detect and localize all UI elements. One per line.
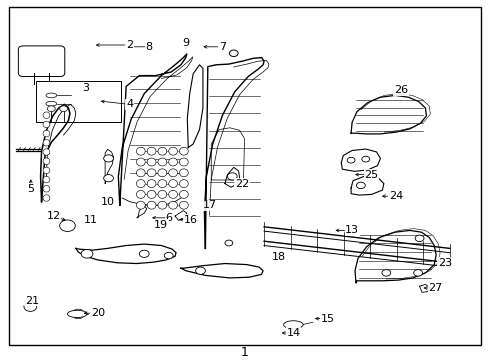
Circle shape [229, 50, 238, 57]
Circle shape [346, 157, 354, 163]
Circle shape [103, 175, 113, 182]
FancyBboxPatch shape [19, 46, 64, 77]
Ellipse shape [43, 195, 50, 201]
Text: 16: 16 [183, 215, 197, 225]
Text: 11: 11 [83, 215, 97, 225]
Circle shape [361, 156, 369, 162]
Circle shape [24, 302, 37, 311]
Ellipse shape [136, 158, 145, 166]
Ellipse shape [136, 169, 145, 177]
Text: 12: 12 [47, 211, 61, 221]
Ellipse shape [43, 158, 50, 165]
Circle shape [60, 106, 67, 112]
Circle shape [139, 250, 149, 257]
Text: 27: 27 [427, 283, 442, 293]
Ellipse shape [147, 147, 156, 155]
Ellipse shape [43, 185, 50, 192]
Text: 25: 25 [364, 170, 378, 180]
Circle shape [224, 240, 232, 246]
Ellipse shape [179, 180, 188, 188]
Ellipse shape [46, 102, 57, 106]
Ellipse shape [43, 121, 50, 128]
Ellipse shape [158, 169, 166, 177]
Ellipse shape [168, 180, 177, 188]
Ellipse shape [168, 201, 177, 209]
Ellipse shape [136, 180, 145, 188]
Ellipse shape [43, 167, 50, 174]
Ellipse shape [283, 321, 303, 329]
Text: 2: 2 [126, 40, 133, 50]
Ellipse shape [46, 93, 57, 98]
Circle shape [227, 173, 237, 180]
Text: 5: 5 [27, 184, 34, 194]
Ellipse shape [43, 149, 50, 155]
Text: 6: 6 [165, 213, 172, 223]
Text: 26: 26 [393, 85, 407, 95]
Ellipse shape [158, 147, 166, 155]
Ellipse shape [147, 158, 156, 166]
Text: 20: 20 [91, 308, 104, 318]
Circle shape [60, 220, 75, 231]
Circle shape [381, 270, 390, 276]
Ellipse shape [168, 147, 177, 155]
Text: 21: 21 [25, 296, 39, 306]
Text: 13: 13 [345, 225, 358, 235]
Circle shape [47, 106, 55, 112]
Ellipse shape [136, 201, 145, 209]
Ellipse shape [67, 310, 87, 318]
Text: 1: 1 [240, 346, 248, 359]
Ellipse shape [179, 169, 188, 177]
Ellipse shape [147, 180, 156, 188]
Ellipse shape [158, 201, 166, 209]
Ellipse shape [147, 169, 156, 177]
Ellipse shape [43, 140, 50, 146]
Ellipse shape [136, 147, 145, 155]
Ellipse shape [158, 180, 166, 188]
Text: 7: 7 [219, 42, 225, 52]
Text: 14: 14 [286, 328, 300, 338]
Text: 10: 10 [101, 197, 114, 207]
Bar [36, 81, 121, 122]
Circle shape [356, 182, 365, 189]
Circle shape [81, 249, 93, 258]
Ellipse shape [179, 190, 188, 198]
Ellipse shape [147, 201, 156, 209]
Ellipse shape [147, 190, 156, 198]
Text: 3: 3 [82, 83, 89, 93]
Circle shape [164, 252, 173, 259]
Text: 22: 22 [234, 179, 249, 189]
Circle shape [414, 235, 423, 242]
Ellipse shape [168, 169, 177, 177]
Text: 23: 23 [437, 258, 451, 268]
Text: 4: 4 [126, 99, 133, 109]
Text: 19: 19 [154, 220, 168, 230]
Ellipse shape [168, 190, 177, 198]
Circle shape [103, 155, 113, 162]
Text: 9: 9 [182, 38, 189, 48]
Text: 18: 18 [271, 252, 285, 262]
Ellipse shape [179, 158, 188, 166]
Text: 17: 17 [203, 200, 217, 210]
Text: 15: 15 [320, 314, 334, 324]
Ellipse shape [179, 201, 188, 209]
Circle shape [413, 270, 422, 276]
Text: 8: 8 [145, 42, 152, 52]
Ellipse shape [136, 190, 145, 198]
Ellipse shape [158, 190, 166, 198]
Text: 24: 24 [388, 191, 403, 201]
Circle shape [195, 267, 205, 274]
Ellipse shape [168, 158, 177, 166]
Ellipse shape [158, 158, 166, 166]
Ellipse shape [43, 130, 50, 137]
Ellipse shape [179, 147, 188, 155]
Ellipse shape [43, 112, 50, 118]
Ellipse shape [43, 176, 50, 183]
